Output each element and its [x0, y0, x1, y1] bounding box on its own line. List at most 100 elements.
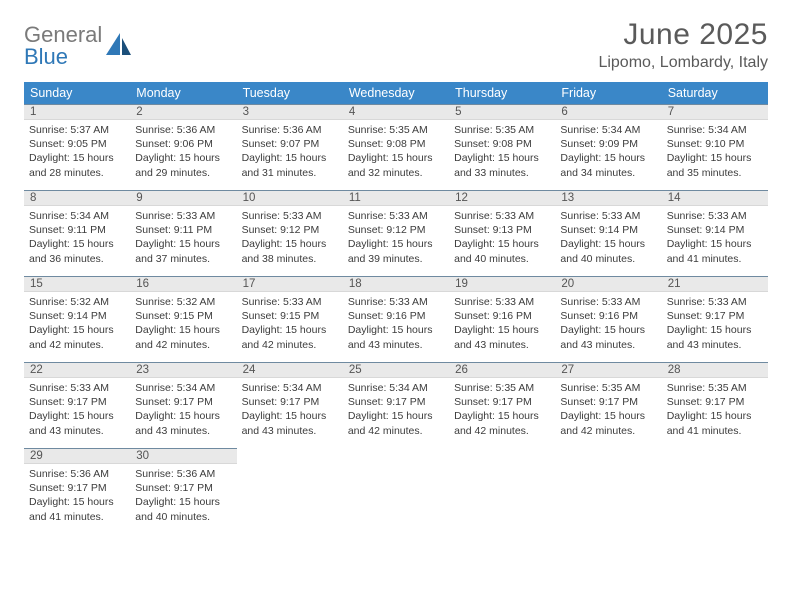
day-number: 17	[237, 276, 343, 292]
weekday-header: Tuesday	[237, 82, 343, 104]
calendar-day-cell: 4Sunrise: 5:35 AMSunset: 9:08 PMDaylight…	[343, 104, 449, 190]
calendar-day-cell	[237, 448, 343, 534]
daylight-text: Daylight: 15 hours and 43 minutes.	[667, 323, 763, 351]
sunset-text: Sunset: 9:15 PM	[135, 309, 231, 323]
day-number: 29	[24, 448, 130, 464]
day-details: Sunrise: 5:36 AMSunset: 9:07 PMDaylight:…	[237, 120, 343, 180]
sunrise-text: Sunrise: 5:33 AM	[29, 381, 125, 395]
day-details: Sunrise: 5:33 AMSunset: 9:12 PMDaylight:…	[343, 206, 449, 266]
sunset-text: Sunset: 9:12 PM	[348, 223, 444, 237]
day-details: Sunrise: 5:36 AMSunset: 9:17 PMDaylight:…	[24, 464, 130, 524]
day-number: 2	[130, 104, 236, 120]
calendar-day-cell: 21Sunrise: 5:33 AMSunset: 9:17 PMDayligh…	[662, 276, 768, 362]
day-number: 4	[343, 104, 449, 120]
sunset-text: Sunset: 9:17 PM	[29, 395, 125, 409]
daylight-text: Daylight: 15 hours and 40 minutes.	[560, 237, 656, 265]
calendar-week-row: 15Sunrise: 5:32 AMSunset: 9:14 PMDayligh…	[24, 276, 768, 362]
sunrise-text: Sunrise: 5:37 AM	[29, 123, 125, 137]
title-block: June 2025 Lipomo, Lombardy, Italy	[598, 18, 768, 72]
day-details: Sunrise: 5:35 AMSunset: 9:17 PMDaylight:…	[449, 378, 555, 438]
brand-word1: General Blue	[24, 24, 102, 68]
sunset-text: Sunset: 9:17 PM	[560, 395, 656, 409]
sunset-text: Sunset: 9:10 PM	[667, 137, 763, 151]
calendar-day-cell: 5Sunrise: 5:35 AMSunset: 9:08 PMDaylight…	[449, 104, 555, 190]
sunrise-text: Sunrise: 5:34 AM	[560, 123, 656, 137]
day-number: 6	[555, 104, 661, 120]
daylight-text: Daylight: 15 hours and 43 minutes.	[135, 409, 231, 437]
sunrise-text: Sunrise: 5:34 AM	[29, 209, 125, 223]
day-details: Sunrise: 5:33 AMSunset: 9:14 PMDaylight:…	[555, 206, 661, 266]
day-details: Sunrise: 5:33 AMSunset: 9:12 PMDaylight:…	[237, 206, 343, 266]
sail-icon	[104, 31, 134, 62]
daylight-text: Daylight: 15 hours and 42 minutes.	[348, 409, 444, 437]
sunrise-text: Sunrise: 5:36 AM	[29, 467, 125, 481]
calendar-day-cell: 29Sunrise: 5:36 AMSunset: 9:17 PMDayligh…	[24, 448, 130, 534]
calendar-body: 1Sunrise: 5:37 AMSunset: 9:05 PMDaylight…	[24, 104, 768, 534]
weekday-header-row: SundayMondayTuesdayWednesdayThursdayFrid…	[24, 82, 768, 104]
sunrise-text: Sunrise: 5:35 AM	[454, 123, 550, 137]
day-details: Sunrise: 5:32 AMSunset: 9:15 PMDaylight:…	[130, 292, 236, 352]
day-details: Sunrise: 5:34 AMSunset: 9:10 PMDaylight:…	[662, 120, 768, 180]
daylight-text: Daylight: 15 hours and 36 minutes.	[29, 237, 125, 265]
day-details: Sunrise: 5:32 AMSunset: 9:14 PMDaylight:…	[24, 292, 130, 352]
day-number: 15	[24, 276, 130, 292]
calendar-day-cell: 12Sunrise: 5:33 AMSunset: 9:13 PMDayligh…	[449, 190, 555, 276]
sunrise-text: Sunrise: 5:36 AM	[135, 123, 231, 137]
daylight-text: Daylight: 15 hours and 35 minutes.	[667, 151, 763, 179]
calendar-day-cell: 8Sunrise: 5:34 AMSunset: 9:11 PMDaylight…	[24, 190, 130, 276]
calendar-day-cell: 22Sunrise: 5:33 AMSunset: 9:17 PMDayligh…	[24, 362, 130, 448]
sunset-text: Sunset: 9:07 PM	[242, 137, 338, 151]
daylight-text: Daylight: 15 hours and 40 minutes.	[135, 495, 231, 523]
brand-word2-text: Blue	[24, 44, 68, 69]
sunset-text: Sunset: 9:12 PM	[242, 223, 338, 237]
calendar-day-cell: 18Sunrise: 5:33 AMSunset: 9:16 PMDayligh…	[343, 276, 449, 362]
sunrise-text: Sunrise: 5:35 AM	[348, 123, 444, 137]
calendar-day-cell: 30Sunrise: 5:36 AMSunset: 9:17 PMDayligh…	[130, 448, 236, 534]
calendar-day-cell: 14Sunrise: 5:33 AMSunset: 9:14 PMDayligh…	[662, 190, 768, 276]
daylight-text: Daylight: 15 hours and 43 minutes.	[29, 409, 125, 437]
calendar-day-cell: 26Sunrise: 5:35 AMSunset: 9:17 PMDayligh…	[449, 362, 555, 448]
calendar-day-cell: 20Sunrise: 5:33 AMSunset: 9:16 PMDayligh…	[555, 276, 661, 362]
sunset-text: Sunset: 9:05 PM	[29, 137, 125, 151]
daylight-text: Daylight: 15 hours and 41 minutes.	[667, 409, 763, 437]
calendar-day-cell: 9Sunrise: 5:33 AMSunset: 9:11 PMDaylight…	[130, 190, 236, 276]
day-details: Sunrise: 5:35 AMSunset: 9:17 PMDaylight:…	[662, 378, 768, 438]
sunset-text: Sunset: 9:15 PM	[242, 309, 338, 323]
sunrise-text: Sunrise: 5:33 AM	[667, 209, 763, 223]
daylight-text: Daylight: 15 hours and 43 minutes.	[454, 323, 550, 351]
sunset-text: Sunset: 9:17 PM	[348, 395, 444, 409]
day-number: 27	[555, 362, 661, 378]
weekday-header: Wednesday	[343, 82, 449, 104]
calendar-day-cell: 16Sunrise: 5:32 AMSunset: 9:15 PMDayligh…	[130, 276, 236, 362]
day-number: 9	[130, 190, 236, 206]
calendar-day-cell: 2Sunrise: 5:36 AMSunset: 9:06 PMDaylight…	[130, 104, 236, 190]
sunset-text: Sunset: 9:16 PM	[348, 309, 444, 323]
day-number: 20	[555, 276, 661, 292]
day-number: 25	[343, 362, 449, 378]
daylight-text: Daylight: 15 hours and 28 minutes.	[29, 151, 125, 179]
sunset-text: Sunset: 9:17 PM	[242, 395, 338, 409]
calendar-day-cell: 25Sunrise: 5:34 AMSunset: 9:17 PMDayligh…	[343, 362, 449, 448]
day-details: Sunrise: 5:33 AMSunset: 9:16 PMDaylight:…	[449, 292, 555, 352]
day-details: Sunrise: 5:33 AMSunset: 9:15 PMDaylight:…	[237, 292, 343, 352]
sunrise-text: Sunrise: 5:32 AM	[29, 295, 125, 309]
sunset-text: Sunset: 9:08 PM	[454, 137, 550, 151]
calendar-day-cell: 7Sunrise: 5:34 AMSunset: 9:10 PMDaylight…	[662, 104, 768, 190]
day-details: Sunrise: 5:33 AMSunset: 9:16 PMDaylight:…	[555, 292, 661, 352]
daylight-text: Daylight: 15 hours and 39 minutes.	[348, 237, 444, 265]
calendar-day-cell	[343, 448, 449, 534]
day-number: 24	[237, 362, 343, 378]
sunrise-text: Sunrise: 5:33 AM	[242, 295, 338, 309]
calendar-day-cell: 10Sunrise: 5:33 AMSunset: 9:12 PMDayligh…	[237, 190, 343, 276]
calendar-day-cell: 28Sunrise: 5:35 AMSunset: 9:17 PMDayligh…	[662, 362, 768, 448]
calendar-day-cell: 19Sunrise: 5:33 AMSunset: 9:16 PMDayligh…	[449, 276, 555, 362]
brand-logo: General Blue	[24, 18, 134, 68]
daylight-text: Daylight: 15 hours and 32 minutes.	[348, 151, 444, 179]
sunset-text: Sunset: 9:11 PM	[135, 223, 231, 237]
sunrise-text: Sunrise: 5:35 AM	[560, 381, 656, 395]
weekday-header: Saturday	[662, 82, 768, 104]
daylight-text: Daylight: 15 hours and 34 minutes.	[560, 151, 656, 179]
sunrise-text: Sunrise: 5:33 AM	[348, 209, 444, 223]
daylight-text: Daylight: 15 hours and 42 minutes.	[242, 323, 338, 351]
day-number: 21	[662, 276, 768, 292]
